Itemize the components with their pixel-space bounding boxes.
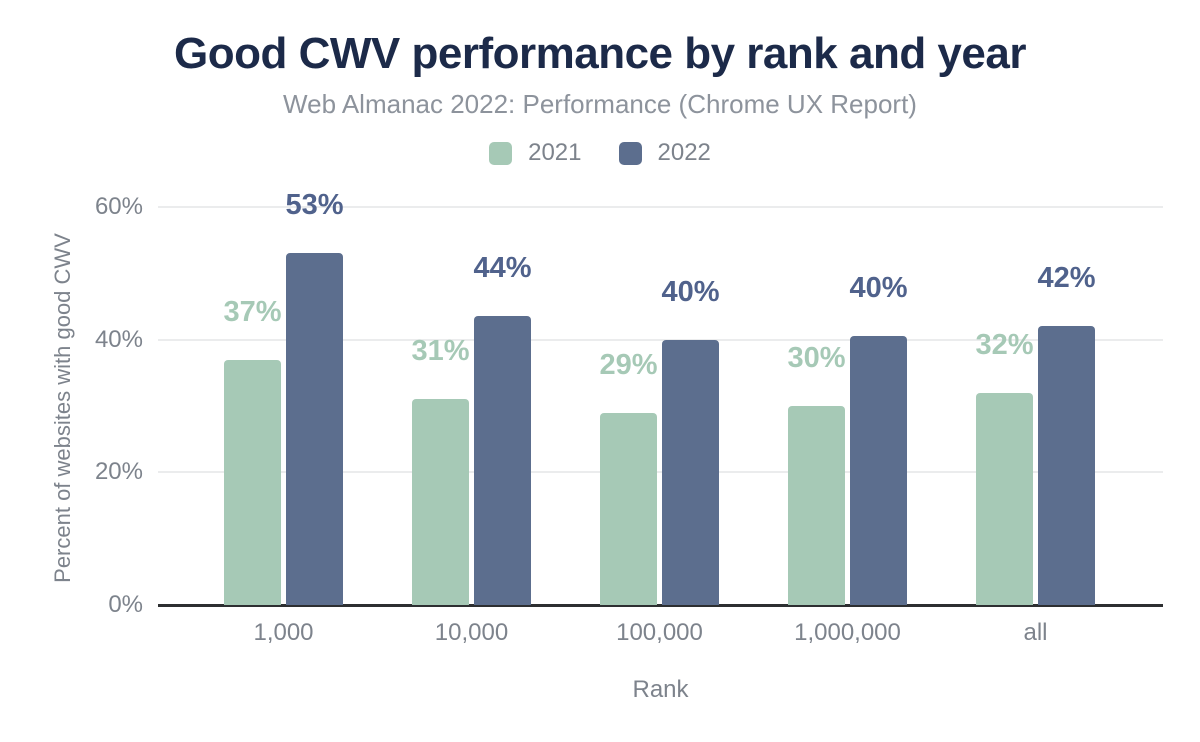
bar-label-2022-10000: 44% (473, 252, 532, 285)
bar-label-2021-all: 32% (975, 328, 1034, 361)
plot-area: 37% 53% 31% 44% 29% 40% 30% 40% 32% 42% (158, 191, 1163, 607)
legend: 2021 2022 (0, 139, 1200, 167)
y-tick-40: 40% (94, 325, 143, 353)
bar-label-2021-1000: 37% (223, 295, 282, 328)
y-tick-0: 0% (108, 591, 143, 618)
legend-swatch-2021 (489, 141, 513, 165)
bar-2022-1000000 (850, 336, 907, 605)
bar-label-2021-100000: 29% (599, 348, 658, 381)
x-tick-1000000: 1,000,000 (794, 619, 901, 646)
gridline-40 (158, 338, 1163, 341)
legend-item-2021: 2021 (489, 139, 582, 167)
y-tick-60: 60% (94, 193, 143, 220)
legend-label-2021: 2021 (528, 139, 582, 167)
bar-label-2022-all: 42% (1037, 262, 1096, 295)
x-tick-all: all (1023, 619, 1048, 646)
bar-2021-10000 (412, 399, 469, 605)
legend-item-2022: 2022 (618, 139, 711, 167)
bar-2022-100000 (662, 339, 719, 605)
x-tick-10000: 10,000 (434, 619, 509, 646)
bar-2021-1000000 (788, 406, 845, 605)
bar-2021-100000 (600, 412, 657, 605)
bar-2021-1000 (224, 359, 281, 605)
x-tick-100000: 100,000 (616, 619, 703, 646)
legend-label-2022: 2022 (657, 139, 711, 167)
bar-label-2021-10000: 31% (411, 335, 470, 368)
bar-label-2022-100000: 40% (661, 275, 720, 308)
x-tick-1000: 1,000 (253, 619, 314, 646)
bar-2022-1000 (286, 253, 343, 605)
bar-2021-all (976, 392, 1033, 605)
bar-label-2022-1000000: 40% (849, 272, 908, 305)
y-axis-title: Percent of websites with good CWV (50, 233, 75, 583)
y-tick-20: 20% (94, 458, 143, 486)
x-axis-line (158, 604, 1163, 607)
bar-2022-all (1038, 326, 1095, 605)
gridline-60 (158, 206, 1163, 208)
bar-2022-10000 (474, 316, 531, 605)
chart-subtitle: Web Almanac 2022: Performance (Chrome UX… (283, 89, 917, 120)
chart-title: Good CWV performance by rank and year (174, 29, 1026, 78)
bar-label-2022-1000: 53% (285, 189, 344, 222)
legend-swatch-2022 (618, 141, 642, 165)
gridline-20 (158, 471, 1163, 474)
x-axis-title: Rank (632, 676, 689, 703)
bar-label-2021-1000000: 30% (787, 342, 846, 374)
